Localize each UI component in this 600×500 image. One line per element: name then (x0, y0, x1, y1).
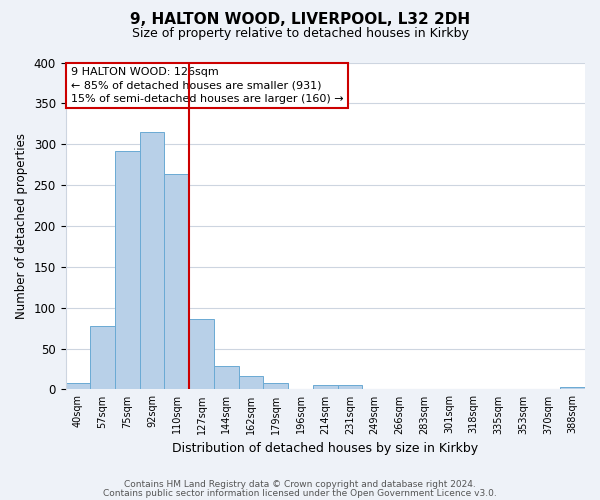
Text: Contains HM Land Registry data © Crown copyright and database right 2024.: Contains HM Land Registry data © Crown c… (124, 480, 476, 489)
X-axis label: Distribution of detached houses by size in Kirkby: Distribution of detached houses by size … (172, 442, 478, 455)
Bar (140, 132, 164, 390)
Text: Contains public sector information licensed under the Open Government Licence v3: Contains public sector information licen… (103, 489, 497, 498)
Text: 9, HALTON WOOD, LIVERPOOL, L32 2DH: 9, HALTON WOOD, LIVERPOOL, L32 2DH (130, 12, 470, 28)
Bar (313, 386, 338, 390)
Bar (189, 319, 214, 390)
Text: 9 HALTON WOOD: 126sqm
← 85% of detached houses are smaller (931)
15% of semi-det: 9 HALTON WOOD: 126sqm ← 85% of detached … (71, 68, 343, 104)
Bar (115, 151, 140, 390)
Y-axis label: Number of detached properties: Number of detached properties (15, 133, 28, 319)
Bar (338, 386, 362, 390)
Bar (164, 174, 189, 390)
Bar (214, 366, 239, 390)
Text: Size of property relative to detached houses in Kirkby: Size of property relative to detached ho… (131, 28, 469, 40)
Bar (263, 383, 288, 390)
Bar (239, 376, 263, 390)
Bar (560, 387, 585, 390)
Bar (90, 326, 115, 390)
Bar (65, 383, 90, 390)
